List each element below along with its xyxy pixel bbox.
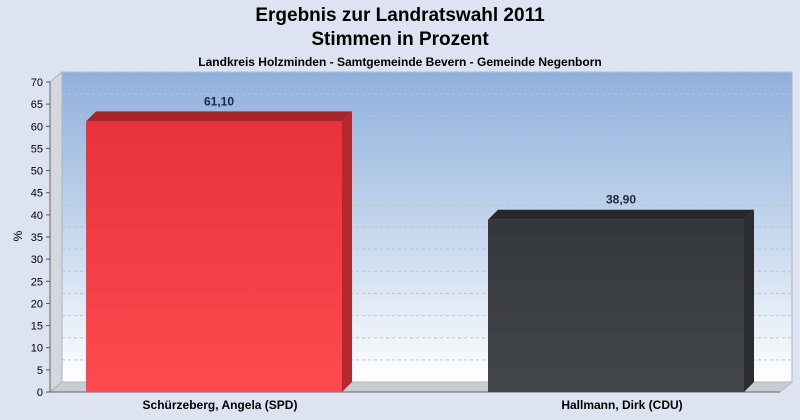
y-tick-label: 5 [37,365,43,377]
bar-value-label: 61,10 [204,94,234,108]
y-tick-label: 25 [31,276,43,288]
bar-top [488,209,754,220]
bar-side [342,111,352,393]
y-tick-label: 45 [31,188,43,200]
y-tick-label: 60 [31,121,43,133]
y-tick-label: 70 [31,77,43,89]
y-axis-label: % [11,230,25,241]
chart-title: Ergebnis zur Landratswahl 2011 [255,5,545,26]
y-tick-label: 65 [31,99,43,111]
bar-top [86,111,352,122]
y-tick-label: 50 [31,166,43,178]
x-category-label: Hallmann, Dirk (CDU) [561,398,682,412]
chart-title-line-2: Stimmen in Prozent [311,29,489,50]
chart-subtitle: Landkreis Holzminden - Samtgemeinde Beve… [198,55,602,69]
y-tick-label: 10 [31,343,43,355]
chart-header: Ergebnis zur Landratswahl 2011 Stimmen i… [0,4,800,69]
y-tick-label: 0 [37,387,43,399]
bar-value-label: 38,90 [606,193,636,207]
y-tick-label: 30 [31,254,43,266]
bar [488,219,744,392]
y-tick-label: 15 [31,321,43,333]
plot-side-wall [49,70,63,394]
y-tick-label: 40 [31,210,43,222]
y-tick-label: 35 [31,232,43,244]
y-tick-label: 55 [31,143,43,155]
x-category-label: Schürzeberg, Angela (SPD) [143,398,298,412]
y-tick-label: 20 [31,298,43,310]
bar [86,121,342,393]
bar-side [744,209,754,392]
